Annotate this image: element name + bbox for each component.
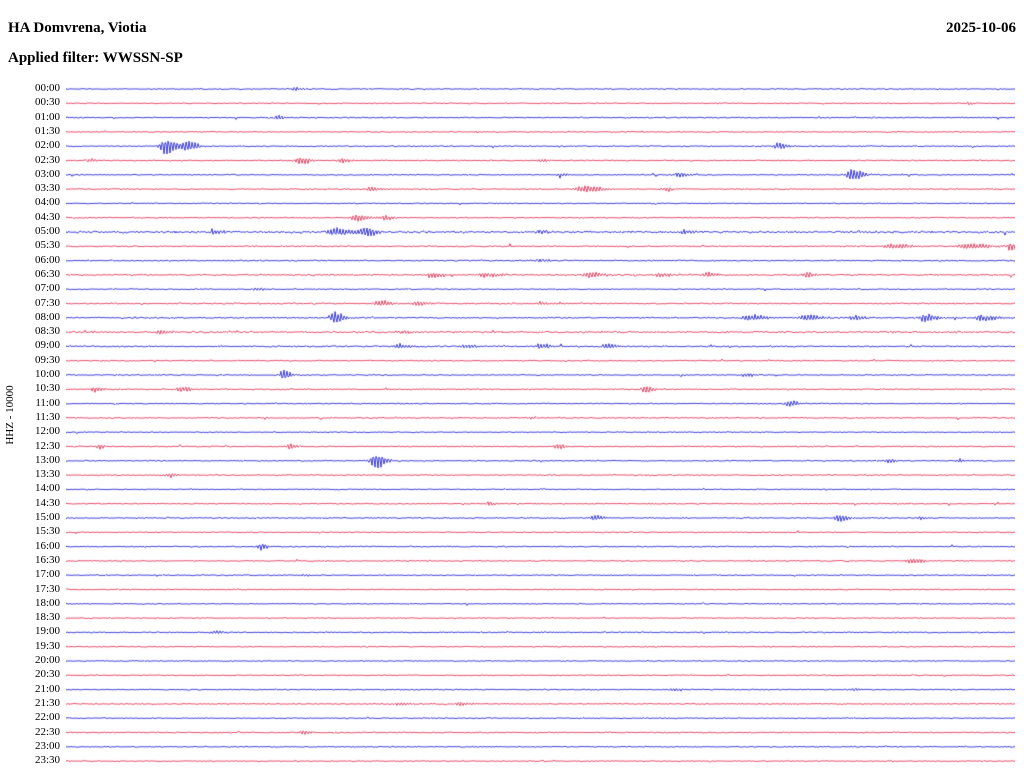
- time-label: 04:30: [34, 210, 60, 223]
- time-label: 06:30: [34, 267, 60, 280]
- time-label: 15:00: [34, 511, 60, 523]
- time-label: 22:00: [34, 711, 60, 724]
- time-label: 02:00: [34, 139, 60, 152]
- time-label: 21:00: [34, 682, 60, 695]
- time-label: 16:30: [34, 553, 60, 566]
- time-label: 18:30: [34, 611, 60, 624]
- time-label: 04:00: [34, 196, 60, 209]
- time-label: 03:30: [34, 182, 60, 195]
- time-labels-column: 00:00 00:30 01:00 01:30 02:00 02:30 03:00 03:30…: [0, 0, 64, 780]
- time-label: 10:30: [34, 382, 60, 395]
- time-label: 13:00: [34, 453, 60, 466]
- time-label: 17:30: [34, 582, 60, 595]
- date-label: 2025-10-06: [946, 20, 1016, 36]
- seismogram-traces-canvas: [66, 82, 1015, 772]
- time-label: 05:30: [34, 239, 60, 252]
- time-label: 02:30: [34, 153, 60, 166]
- time-label: 12:30: [34, 439, 60, 452]
- time-label: 05:00: [34, 225, 60, 237]
- time-label: 11:30: [35, 410, 60, 423]
- time-label: 09:30: [34, 353, 60, 366]
- time-label: 18:00: [34, 596, 60, 609]
- time-label: 19:30: [34, 639, 60, 652]
- time-label: 03:00: [34, 167, 60, 180]
- time-label: 06:00: [34, 253, 60, 266]
- time-label: 08:30: [34, 325, 60, 338]
- time-label: 19:00: [34, 625, 60, 638]
- time-label: 01:30: [34, 124, 60, 137]
- filter-label: Applied filter: WWSSN-SP: [8, 50, 183, 66]
- time-label: 16:00: [34, 539, 60, 552]
- time-label: 10:00: [34, 368, 60, 380]
- time-label: 15:30: [34, 525, 60, 538]
- time-label: 01:00: [34, 110, 60, 123]
- time-label: 20:00: [34, 654, 60, 666]
- time-label: 23:30: [34, 754, 60, 767]
- time-label: 17:00: [34, 568, 60, 581]
- time-label: 21:30: [34, 696, 60, 709]
- time-label: 07:00: [34, 282, 60, 295]
- time-label: 14:30: [34, 496, 60, 509]
- time-label: 11:00: [35, 396, 60, 409]
- time-label: 07:30: [34, 296, 60, 309]
- time-label: 08:00: [34, 310, 60, 323]
- time-label: 12:00: [34, 425, 60, 438]
- time-label: 23:00: [34, 739, 60, 752]
- time-label: 14:00: [34, 482, 60, 495]
- time-label: 22:30: [34, 725, 60, 738]
- time-label: 20:30: [34, 668, 60, 681]
- station-title: HA Domvrena, Viotia: [8, 20, 147, 36]
- time-label: 09:00: [34, 339, 60, 352]
- time-label: 00:30: [34, 96, 60, 109]
- time-label: 00:00: [34, 82, 60, 94]
- time-label: 13:30: [34, 468, 60, 481]
